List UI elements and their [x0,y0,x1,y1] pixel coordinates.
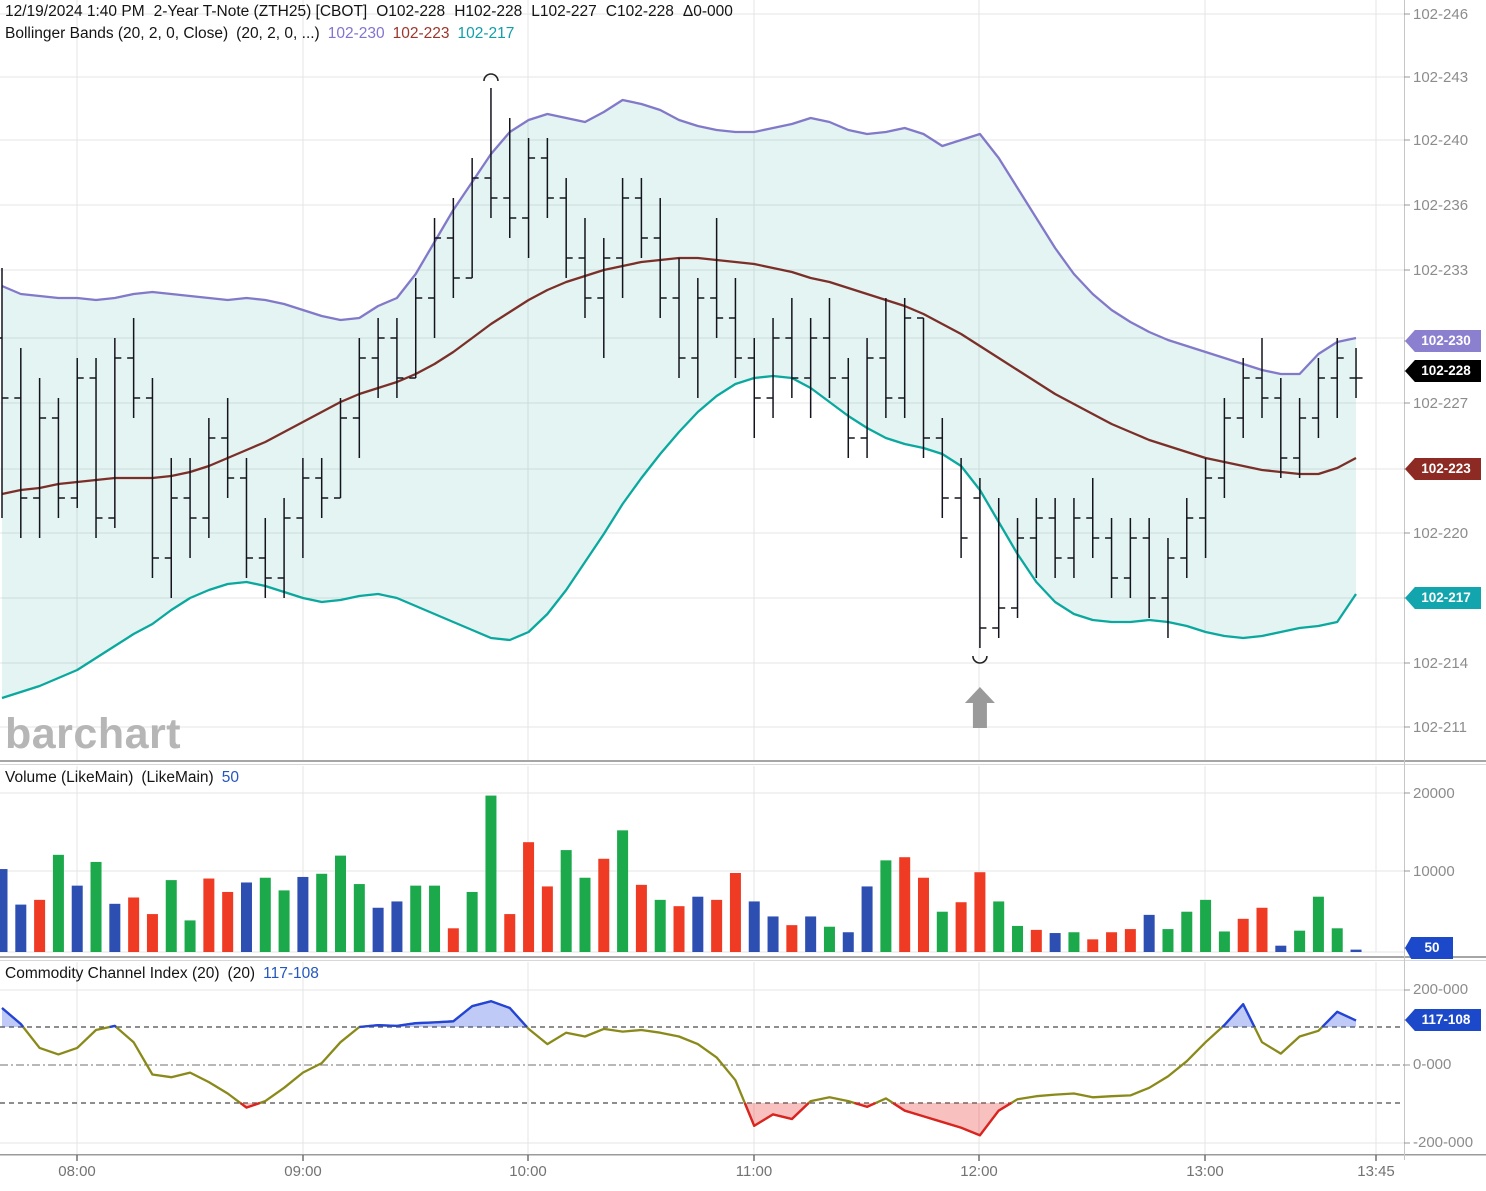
time-axis-label: 08:00 [58,1163,96,1180]
middle-band-price-badge: 102-223 [1405,458,1481,480]
price-panel[interactable] [0,73,1363,728]
cci-axis-label: 200-000 [1413,981,1469,998]
price-axis-label: 102-227 [1413,395,1469,412]
volume-header-row: Volume (LikeMain) (LikeMain) 50 [5,769,247,787]
bollinger-lower-line [1,374,1357,700]
bollinger-band-fill [2,100,1356,698]
quote-change: Δ0-000 [682,3,733,20]
volume-label: Volume (LikeMain) [5,769,134,786]
chart-title-row: 12/19/2024 1:40 PM 2-Year T-Note (ZTH25) … [5,3,742,21]
price-axis-label: 102-211 [1413,719,1467,736]
cci-label: Commodity Channel Index (20) [5,965,220,982]
volume-value: 50 [221,769,239,786]
cci-line [1,1000,1357,1137]
volume-axis-label: 20000 [1413,785,1455,802]
cci-oversold-line [892,1102,1012,1137]
cci-header-row: Commodity Channel Index (20) (20) 117-108 [5,965,327,983]
time-axis-label: 12:00 [960,1163,998,1180]
price-axis-label: 102-243 [1413,69,1469,86]
volume-params: (LikeMain) [141,769,214,786]
quote-close: C102-228 [605,3,674,20]
volume-axis-label: 10000 [1413,863,1455,880]
bollinger-middle-value: 102-223 [392,25,450,42]
indicator-title-row: Bollinger Bands (20, 2, 0, Close) (20, 2,… [5,25,522,43]
panel-separator [0,956,1486,958]
price-axis-label: 102-214 [1413,655,1469,672]
high-of-day-marker [483,73,499,82]
x-axis-border [0,1154,1486,1156]
volume-panel[interactable] [0,795,1362,952]
cci-overbought-line [1,1007,25,1028]
last-price-badge: 102-228 [1405,360,1481,382]
time-axis-label: 11:00 [735,1163,773,1180]
ohlc-bars [0,88,1363,648]
price-axis-label: 102-233 [1413,262,1469,279]
quote-datetime: 12/19/2024 1:40 PM [5,3,145,20]
cci-oversold-line [854,1101,877,1108]
price-axis-label: 102-220 [1413,525,1469,542]
time-axis-label: 13:00 [1186,1163,1224,1180]
cci-axis-label: -200-000 [1413,1134,1474,1151]
cci-overbought-fill [1222,1004,1255,1027]
cci-oversold-line [743,1102,810,1127]
bollinger-label: Bollinger Bands (20, 2, 0, Close) [5,25,229,42]
panel-separator [0,760,1486,762]
quote-low: L102-227 [531,3,597,20]
cci-oversold-line [239,1101,261,1109]
time-axis-label: 09:00 [284,1163,322,1180]
bollinger-params: (20, 2, 0, ...) [236,25,320,42]
cci-last-badge: 117-108 [1405,1009,1481,1031]
time-axis-label: 10:00 [509,1163,547,1180]
upper-band-price-badge: 102-230 [1405,330,1481,352]
quote-high: H102-228 [454,3,523,20]
lower-band-price-badge: 102-217 [1405,587,1481,609]
up-arrow-marker [964,687,995,728]
low-of-day-marker [972,655,988,664]
cci-overbought-line [359,1000,528,1029]
grid-lines [0,0,1404,1154]
cci-overbought-fill [359,1001,527,1027]
cci-overbought-line [109,1024,117,1029]
cci-overbought-line [1321,1010,1357,1028]
cci-axis-label: 0-000 [1413,1056,1452,1073]
price-axis-label: 102-246 [1413,6,1469,23]
bollinger-lower-value: 102-217 [457,25,515,42]
symbol-name: 2-Year T-Note (ZTH25) [CBOT] [153,3,368,20]
axis-decorations [0,0,1486,1161]
time-axis-label: 13:45 [1357,1163,1395,1180]
price-axis-label: 102-240 [1413,132,1469,149]
cci-overbought-fill [1322,1011,1356,1027]
bollinger-upper-value: 102-230 [327,25,385,42]
barchart-logo: barchart [5,710,182,758]
quote-open: O102-228 [376,3,446,20]
cci-overbought-line [1221,1003,1256,1028]
cci-oversold-fill [892,1103,1012,1136]
volume-last-badge: 50 [1405,937,1453,959]
cci-params: (20) [227,965,256,982]
cci-value: 117-108 [263,965,319,982]
cci-panel[interactable] [1,1000,1357,1137]
price-axis-label: 102-236 [1413,197,1469,214]
bollinger-upper-line [1,98,1357,376]
